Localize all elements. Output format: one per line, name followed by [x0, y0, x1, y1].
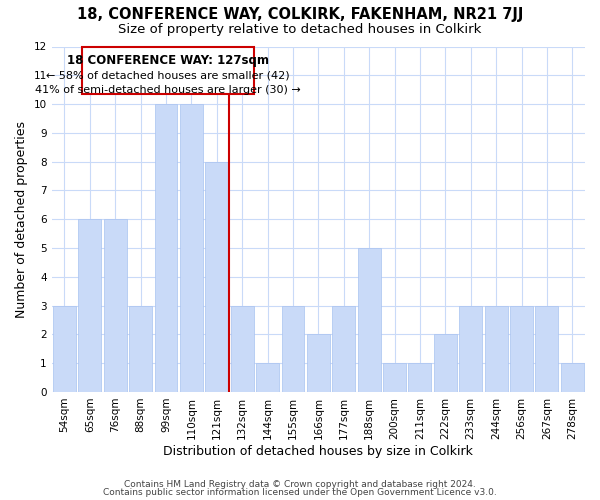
Bar [510, 306, 533, 392]
Bar [155, 104, 178, 392]
Text: 18, CONFERENCE WAY, COLKIRK, FAKENHAM, NR21 7JJ: 18, CONFERENCE WAY, COLKIRK, FAKENHAM, N… [77, 8, 523, 22]
Bar [205, 162, 228, 392]
Bar [129, 306, 152, 392]
Bar [561, 363, 584, 392]
Bar [281, 306, 304, 392]
Bar [434, 334, 457, 392]
Bar [180, 104, 203, 392]
Bar [256, 363, 279, 392]
Bar [82, 46, 254, 94]
Bar [53, 306, 76, 392]
Bar [409, 363, 431, 392]
Y-axis label: Number of detached properties: Number of detached properties [15, 120, 28, 318]
Bar [535, 306, 559, 392]
Text: 18 CONFERENCE WAY: 127sqm: 18 CONFERENCE WAY: 127sqm [67, 54, 269, 66]
Bar [231, 306, 254, 392]
Text: Size of property relative to detached houses in Colkirk: Size of property relative to detached ho… [118, 22, 482, 36]
Bar [485, 306, 508, 392]
Bar [79, 219, 101, 392]
Bar [358, 248, 380, 392]
Bar [104, 219, 127, 392]
Bar [332, 306, 355, 392]
X-axis label: Distribution of detached houses by size in Colkirk: Distribution of detached houses by size … [163, 444, 473, 458]
Bar [383, 363, 406, 392]
Bar [459, 306, 482, 392]
Text: Contains HM Land Registry data © Crown copyright and database right 2024.: Contains HM Land Registry data © Crown c… [124, 480, 476, 489]
Text: ← 58% of detached houses are smaller (42): ← 58% of detached houses are smaller (42… [46, 70, 290, 81]
Bar [307, 334, 330, 392]
Text: 41% of semi-detached houses are larger (30) →: 41% of semi-detached houses are larger (… [35, 86, 301, 96]
Text: Contains public sector information licensed under the Open Government Licence v3: Contains public sector information licen… [103, 488, 497, 497]
